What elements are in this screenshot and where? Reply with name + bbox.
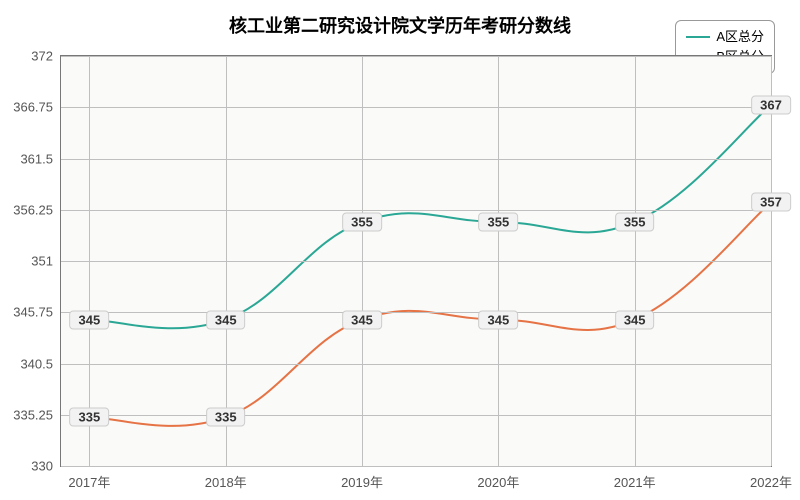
data-label: 345 — [70, 310, 110, 329]
grid-h — [61, 210, 771, 211]
legend-label-a: A区总分 — [716, 27, 764, 47]
xtick-label: 2019年 — [341, 466, 383, 491]
ytick-label: 340.5 — [20, 356, 61, 371]
grid-h — [61, 159, 771, 160]
data-label: 335 — [206, 408, 246, 427]
ytick-label: 330 — [31, 459, 61, 474]
grid-h — [61, 466, 771, 467]
data-label: 345 — [479, 310, 519, 329]
data-label: 355 — [479, 212, 519, 231]
xtick-label: 2018年 — [205, 466, 247, 491]
ytick-label: 345.75 — [13, 305, 61, 320]
xtick-label: 2017年 — [68, 466, 110, 491]
grid-h — [61, 312, 771, 313]
grid-h — [61, 415, 771, 416]
grid-v — [771, 56, 772, 466]
grid-h — [61, 56, 771, 57]
grid-v — [226, 56, 227, 466]
data-label: 335 — [70, 408, 110, 427]
data-label: 345 — [206, 310, 246, 329]
grid-h — [61, 107, 771, 108]
xtick-label: 2022年 — [750, 466, 792, 491]
data-label: 357 — [751, 193, 791, 212]
grid-h — [61, 261, 771, 262]
grid-h — [61, 364, 771, 365]
data-label: 345 — [615, 310, 655, 329]
series-line — [89, 202, 771, 425]
ytick-label: 366.75 — [13, 100, 61, 115]
ytick-label: 372 — [31, 49, 61, 64]
grid-v — [89, 56, 90, 466]
chart-container: 核工业第二研究设计院文学历年考研分数线 A区总分 B区总分 330335.253… — [0, 0, 800, 500]
plot-area: 330335.25340.5345.75351356.25361.5366.75… — [60, 55, 772, 467]
ytick-label: 335.25 — [13, 407, 61, 422]
legend-item-a: A区总分 — [686, 27, 764, 47]
ytick-label: 361.5 — [20, 151, 61, 166]
series-line — [89, 105, 771, 328]
ytick-label: 356.25 — [13, 202, 61, 217]
data-label: 355 — [615, 212, 655, 231]
data-label: 345 — [342, 310, 382, 329]
grid-v — [498, 56, 499, 466]
legend-swatch-a — [686, 36, 710, 38]
grid-v — [635, 56, 636, 466]
data-label: 367 — [751, 95, 791, 114]
grid-v — [362, 56, 363, 466]
xtick-label: 2021年 — [614, 466, 656, 491]
xtick-label: 2020年 — [477, 466, 519, 491]
data-label: 355 — [342, 212, 382, 231]
ytick-label: 351 — [31, 254, 61, 269]
